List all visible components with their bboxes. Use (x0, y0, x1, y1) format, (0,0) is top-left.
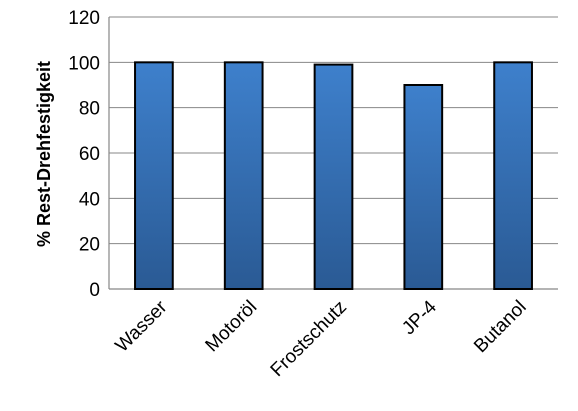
category-labels: Wasser Motoröl Frostschutz JP-4 Butanol (112, 296, 531, 381)
bar-jp-4 (403, 84, 444, 290)
y-axis-title: % Rest-Drehfestigkeit (34, 61, 54, 247)
category-label: JP-4 (398, 296, 441, 339)
bar-butanol (493, 61, 533, 291)
category-label: Frostschutz (267, 297, 351, 381)
y-tick-label: 120 (68, 8, 100, 29)
category-label: Butanol (470, 297, 530, 357)
y-tick-label: 60 (79, 144, 100, 165)
y-tick-label: 20 (79, 235, 100, 256)
y-tick-label: 40 (79, 189, 100, 210)
bar-motor-l (223, 61, 264, 291)
y-tick-labels: 0 20 40 60 80 100 120 (68, 8, 100, 301)
category-label: Motoröl (202, 297, 262, 357)
bars (134, 61, 533, 291)
bar-frostschutz (313, 63, 354, 290)
y-tick-label: 0 (89, 280, 100, 301)
y-tick-label: 80 (79, 99, 100, 120)
category-label: Wasser (112, 296, 172, 356)
bar-wasser (134, 61, 174, 291)
y-tick-label: 100 (68, 53, 100, 74)
